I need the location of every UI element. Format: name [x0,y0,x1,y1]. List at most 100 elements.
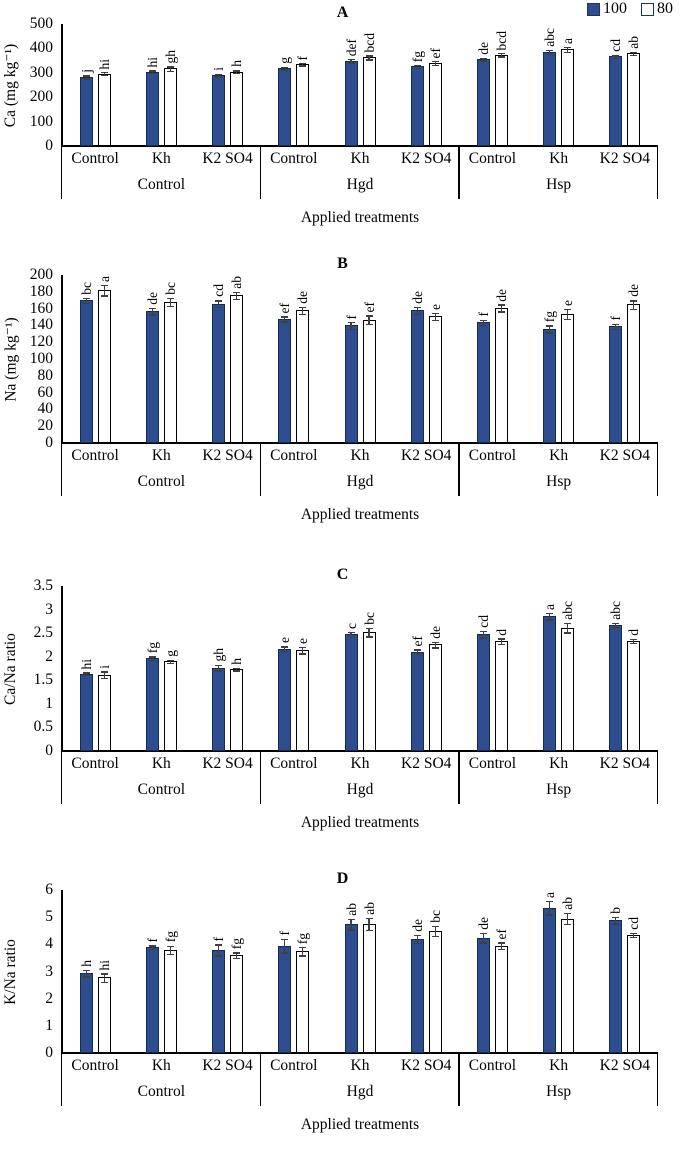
error-bar-cap [479,630,487,633]
error-bar-cap [215,670,223,672]
error-bar-cap [299,646,307,649]
error-bar-cap [630,936,638,939]
significance-letter: i [211,67,227,71]
error-bar [368,917,370,930]
error-bar [169,945,171,954]
y-tick-label: 40 [37,400,54,418]
subgroup-label: K2 SO4 [599,447,651,464]
error-bar-cap [630,54,638,57]
error-bar-cap [564,308,572,310]
error-bar-cap [413,649,421,651]
error-bar-cap [365,315,373,317]
error-bar [549,325,551,333]
error-bar-cap [431,935,439,938]
y-tick-label: 2 [45,989,53,1007]
subgroup-label: Kh [151,447,171,464]
bar [362,632,376,751]
bar [476,937,490,1053]
error-bar-cap [166,660,174,662]
error-bar [284,646,286,652]
bar [230,955,244,1053]
significance-letter: gh [211,648,227,662]
error-bar [633,638,635,643]
error-bar [434,61,436,65]
error-bar [434,641,436,648]
bar [230,668,244,751]
significance-letter: h [229,60,245,68]
figure-page: 100 80 A Ca (mg kg⁻¹) 0 100 200 300 400 500 j hi… [0,0,685,1133]
error-bar [85,672,87,676]
error-bar-cap [166,662,174,665]
category-separator-line [458,751,460,804]
significance-letter: de [409,291,425,304]
error-bar [350,918,352,930]
error-bar-cap [281,66,289,69]
error-bar-cap [281,651,289,653]
error-bar [567,46,569,52]
bar [609,919,623,1053]
significance-letter: de [427,625,443,639]
error-bar-cap [166,66,174,68]
x-axis-title: Applied treatments [300,506,420,523]
significance-letter: f [277,931,293,936]
error-bar-cap [497,643,505,646]
legend-swatch-80-icon [641,2,654,16]
bar [145,947,159,1053]
significance-letter: gh [162,49,178,64]
error-bar-cap [100,981,108,983]
significance-letter: hi [96,959,112,971]
error-bar-cap [564,913,572,915]
subgroup-label: K2 SO4 [401,1057,452,1074]
error-bar-cap [100,973,108,975]
error-bar-cap [612,55,620,57]
bar [410,310,424,443]
group-label: Hgd [346,473,374,490]
error-bar-cap [365,323,373,326]
bar [145,71,159,146]
bar [410,66,424,146]
subgroup-label: Kh [350,755,370,772]
error-bar-cap [479,57,487,60]
bar [627,934,641,1053]
significance-letter: hi [96,58,112,70]
significance-letter: i [96,664,112,669]
y-axis-label: Ca/Na ratio [2,632,20,705]
legend-label-80: 80 [657,0,673,17]
error-bar-cap [413,67,421,70]
subgroup-label: Control [71,447,119,464]
y-tick-label: 1 [45,1016,53,1034]
error-bar [103,285,105,296]
y-tick-label: 180 [29,282,53,300]
x-axis-line [61,442,658,444]
x-axis-title: Applied treatments [300,814,420,831]
error-bar [151,70,153,74]
error-bar-cap [233,957,241,960]
error-bar-cap [148,314,156,316]
subgroup-label: Control [71,150,119,167]
bar [79,300,93,443]
significance-letter: ab [560,897,576,911]
significance-letter: cd [475,615,491,628]
error-bar-cap [215,955,223,957]
error-bar [567,622,569,633]
category-axis: Control Kh K2 SO4 Control Kh K2 SO4 Control Kh K… [0,751,685,804]
error-bar-cap [413,934,421,937]
error-bar-cap [413,653,421,656]
subgroup-label: Kh [549,150,569,167]
bar [230,71,244,146]
category-separator-line [458,443,460,496]
bar [362,57,376,146]
subgroup-label: Control [71,755,119,772]
error-bar-cap [148,945,156,947]
significance-letter: bcd [493,30,509,51]
error-bar [615,916,617,924]
error-bar-cap [347,929,355,931]
chart-ca-na-ratio: Ca/Na ratio 0 0.5 1 1.5 2 2.5 3 3.5 hi fg gh e c ef cd a… [0,577,685,836]
bar [627,640,641,751]
bar [79,673,93,751]
error-bar-cap [479,637,487,639]
significance-letter: ef [361,301,377,313]
bar [163,68,177,146]
subgroup-label: K2 SO4 [599,150,651,167]
error-bar [302,306,304,314]
